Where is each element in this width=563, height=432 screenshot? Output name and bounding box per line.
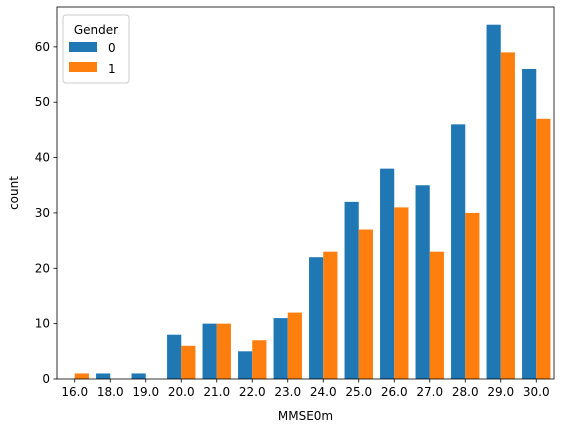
legend-label-1: 1 bbox=[108, 62, 116, 76]
bar-series-1-26.0 bbox=[394, 207, 409, 379]
x-tick-label: 16.0 bbox=[61, 385, 88, 399]
bar-series-0-23.0 bbox=[273, 318, 288, 379]
y-tick-label: 0 bbox=[42, 372, 50, 386]
y-tick-label: 50 bbox=[35, 95, 50, 109]
bar-series-1-28.0 bbox=[465, 212, 480, 379]
bar-series-1-20.0 bbox=[181, 345, 196, 379]
y-tick-label: 40 bbox=[35, 151, 50, 165]
legend: Gender 0 1 bbox=[62, 14, 130, 84]
bar-series-1-24.0 bbox=[323, 251, 338, 379]
x-tick-label: 20.0 bbox=[168, 385, 195, 399]
x-tick-label: 28.0 bbox=[452, 385, 479, 399]
bar-series-0-30.0 bbox=[522, 69, 537, 379]
y-tick-label: 30 bbox=[35, 206, 50, 220]
bar-series-0-21.0 bbox=[202, 323, 217, 379]
bar-series-0-27.0 bbox=[415, 185, 430, 379]
x-tick-label: 27.0 bbox=[416, 385, 443, 399]
legend-swatch-1 bbox=[69, 62, 97, 72]
x-tick-label: 30.0 bbox=[523, 385, 550, 399]
y-tick-label: 10 bbox=[35, 317, 50, 331]
y-tick-label: 60 bbox=[35, 40, 50, 54]
bar-series-0-20.0 bbox=[167, 334, 182, 379]
x-tick-label: 22.0 bbox=[239, 385, 266, 399]
bar-series-1-25.0 bbox=[358, 229, 373, 379]
axes-layer bbox=[56, 6, 555, 380]
bar-series-0-18.0 bbox=[96, 373, 111, 379]
bar-series-0-24.0 bbox=[309, 257, 324, 379]
bar-series-1-22.0 bbox=[252, 340, 267, 379]
bar-series-0-19.0 bbox=[131, 373, 146, 379]
y-tick-label: 20 bbox=[35, 261, 50, 275]
bar-series-1-16.0 bbox=[74, 373, 89, 379]
x-axis-label: MMSE0m bbox=[278, 409, 333, 423]
bar-series-0-29.0 bbox=[486, 24, 501, 379]
plot-frame bbox=[56, 6, 555, 380]
x-tick-label: 21.0 bbox=[203, 385, 230, 399]
bar-series-1-30.0 bbox=[536, 118, 551, 380]
legend-swatch-0 bbox=[69, 42, 97, 52]
bar-series-1-23.0 bbox=[287, 312, 302, 379]
x-tick-label: 23.0 bbox=[274, 385, 301, 399]
x-tick-label: 25.0 bbox=[345, 385, 372, 399]
bars-layer bbox=[74, 24, 551, 380]
x-tick-label: 29.0 bbox=[487, 385, 514, 399]
ticks-layer: 16.0 18.0 19.0 20.0 21.0 22.0 23.0 24.0 25.0 26.0… bbox=[35, 40, 550, 399]
x-tick-label: 26.0 bbox=[381, 385, 408, 399]
x-tick-label: 19.0 bbox=[132, 385, 159, 399]
bar-series-0-28.0 bbox=[451, 124, 466, 379]
bar-series-0-25.0 bbox=[344, 201, 359, 379]
legend-label-0: 0 bbox=[108, 41, 116, 55]
bar-series-0-26.0 bbox=[380, 168, 395, 379]
bar-series-1-21.0 bbox=[216, 323, 231, 379]
legend-title: Gender bbox=[74, 23, 118, 37]
bar-series-1-29.0 bbox=[500, 52, 515, 380]
bar-series-1-27.0 bbox=[429, 251, 444, 379]
x-tick-label: 24.0 bbox=[310, 385, 337, 399]
bar-series-0-22.0 bbox=[238, 351, 253, 379]
x-tick-label: 18.0 bbox=[97, 385, 124, 399]
y-axis-label: count bbox=[7, 176, 21, 210]
